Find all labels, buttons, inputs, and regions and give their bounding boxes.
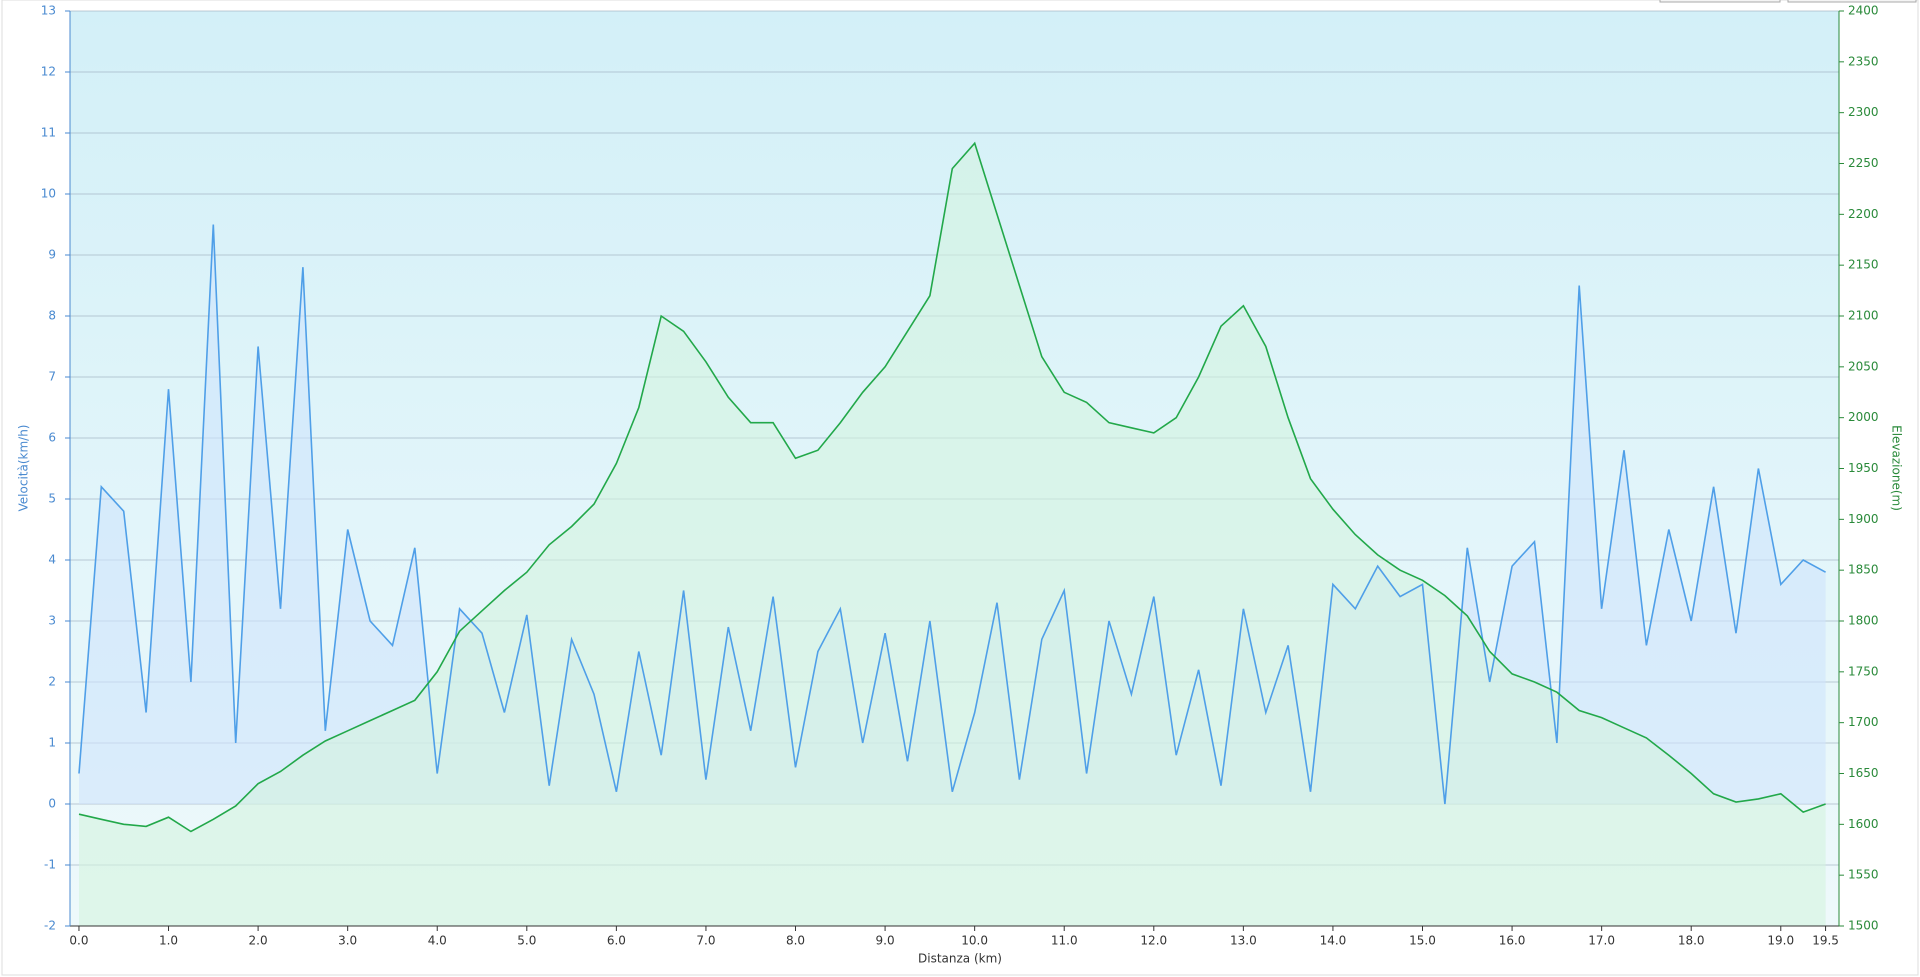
series-area [79,143,1826,926]
y2-tick-label: 1850 [1848,563,1879,577]
y2-tick-label: 1750 [1848,664,1879,678]
y2-tick-label: 2250 [1848,156,1879,170]
series-line [78,224,1826,805]
x-tick-label: 19.0 [1767,934,1794,948]
x-tick-label: 15.0 [1409,934,1436,948]
y2-tick-label: 1650 [1848,766,1879,780]
x-tick-label: 7.0 [696,934,715,948]
x-tick-label: 13.0 [1230,934,1257,948]
y2-tick-label: 2200 [1848,207,1879,221]
y2-tick-label: 2100 [1848,309,1879,323]
y2-tick-label: 1700 [1848,715,1879,729]
y2-tick-label: 1550 [1848,868,1879,882]
x-tick-label: 2.0 [249,934,268,948]
x-axis-title: Distanza (km) [918,952,1002,966]
x-tick-label: 10.0 [961,934,988,948]
x-tick-label: 14.0 [1320,934,1347,948]
y2-axis-title: Elevazione(m) [1890,425,1904,511]
y-tick-label: 13 [41,4,56,18]
x-tick-label: 0.0 [69,934,88,948]
x-tick-label: 9.0 [876,934,895,948]
toolbar-button[interactable] [1659,0,1781,3]
y-tick-label: 11 [41,126,56,140]
y-tick-label: 6 [48,431,56,445]
x-tick-label: 8.0 [786,934,805,948]
y-tick-label: 3 [48,614,56,628]
x-tick-label: 5.0 [517,934,536,948]
x-tick-label: 17.0 [1588,934,1615,948]
x-tick-label: 16.0 [1499,934,1526,948]
y2-tick-label: 1800 [1848,614,1879,628]
x-tick-label: 18.0 [1678,934,1705,948]
y2-tick-label: 2150 [1848,258,1879,272]
y2-tick-label: 1900 [1848,512,1879,526]
y2-tick-label: 1500 [1848,919,1879,933]
x-tick-label: 12.0 [1140,934,1167,948]
x-tick-label: 1.0 [159,934,178,948]
y-tick-label: 9 [48,248,56,262]
y2-tick-label: 1600 [1848,817,1879,831]
x-tick-label: 4.0 [428,934,447,948]
y-tick-label: 1 [48,736,56,750]
x-tick-label: 11.0 [1051,934,1078,948]
y2-tick-label: 2050 [1848,359,1879,373]
toolbar-button[interactable] [1787,0,1917,3]
y-tick-label: 8 [48,309,56,323]
y-tick-label: 7 [48,370,56,384]
y-tick-label: 10 [41,187,56,201]
y-tick-label: 2 [48,675,56,689]
y2-tick-label: 2300 [1848,105,1879,119]
y-tick-label: 12 [41,65,56,79]
y-tick-label: 5 [48,492,56,506]
x-tick-label: 19.5 [1812,934,1839,948]
y-tick-label: 0 [48,797,56,811]
y2-tick-label: 1950 [1848,461,1879,475]
series-line [78,141,1826,833]
x-tick-label: 6.0 [607,934,626,948]
y2-tick-label: 2350 [1848,54,1879,68]
y-tick-label: -2 [44,919,56,933]
y-axis-title: Velocità(km/h) [17,425,31,512]
y2-tick-label: 2400 [1848,4,1879,18]
y2-tick-label: 2000 [1848,410,1879,424]
x-tick-label: 3.0 [338,934,357,948]
y-tick-label: 4 [48,553,56,567]
y-tick-label: -1 [44,858,56,872]
